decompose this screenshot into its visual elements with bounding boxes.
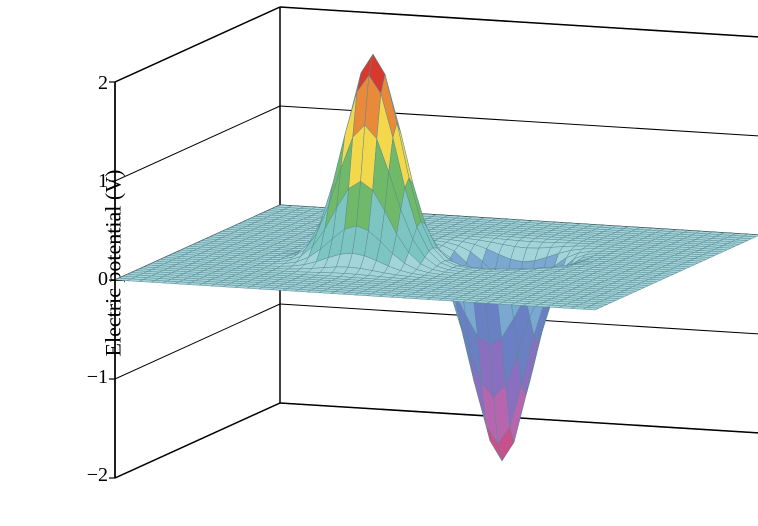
surface-plot (0, 0, 758, 526)
chart-container: Electric potential (V) 2 1 0 −1 −2 (0, 0, 758, 526)
